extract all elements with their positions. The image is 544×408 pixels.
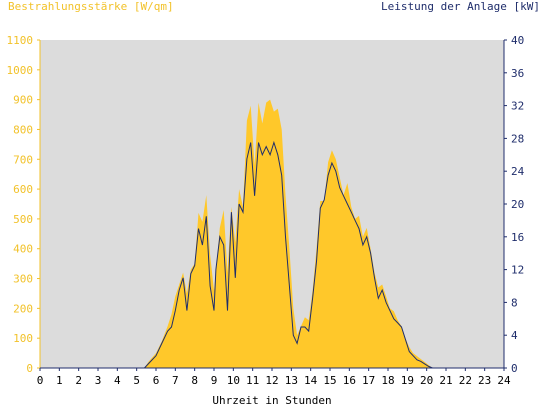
right-tick-label: 16 bbox=[511, 231, 524, 244]
left-tick-label: 800 bbox=[13, 123, 33, 136]
left-tick-label: 500 bbox=[13, 213, 33, 226]
x-tick-label: 10 bbox=[227, 374, 240, 387]
left-tick-label: 600 bbox=[13, 183, 33, 196]
x-axis-title: Uhrzeit in Stunden bbox=[212, 394, 331, 407]
x-tick-label: 5 bbox=[133, 374, 140, 387]
left-tick-label: 900 bbox=[13, 94, 33, 107]
left-tick-label: 200 bbox=[13, 302, 33, 315]
x-tick-label: 1 bbox=[56, 374, 63, 387]
x-tick-label: 13 bbox=[285, 374, 298, 387]
left-tick-label: 300 bbox=[13, 273, 33, 286]
right-tick-label: 40 bbox=[511, 34, 524, 47]
right-tick-label: 36 bbox=[511, 67, 524, 80]
x-tick-label: 23 bbox=[478, 374, 491, 387]
x-tick-label: 6 bbox=[153, 374, 160, 387]
x-tick-label: 18 bbox=[381, 374, 394, 387]
x-tick-label: 17 bbox=[362, 374, 375, 387]
x-tick-label: 24 bbox=[497, 374, 511, 387]
x-tick-label: 11 bbox=[246, 374, 259, 387]
right-tick-label: 12 bbox=[511, 264, 524, 277]
x-tick-label: 12 bbox=[265, 374, 278, 387]
right-tick-label: 32 bbox=[511, 100, 524, 113]
power-line-series bbox=[40, 140, 504, 369]
left-tick-label: 1100 bbox=[7, 34, 34, 47]
right-axis-title: Leistung der Anlage [kW] bbox=[381, 0, 540, 13]
left-tick-label: 0 bbox=[26, 362, 33, 375]
left-tick-label: 400 bbox=[13, 243, 33, 256]
right-tick-label: 4 bbox=[511, 329, 518, 342]
x-tick-label: 19 bbox=[401, 374, 414, 387]
x-tick-label: 0 bbox=[37, 374, 44, 387]
right-tick-label: 8 bbox=[511, 296, 518, 309]
left-axis-title: Bestrahlungsstärke [W/qm] bbox=[8, 0, 174, 13]
left-tick-label: 700 bbox=[13, 153, 33, 166]
x-tick-label: 15 bbox=[323, 374, 336, 387]
x-tick-label: 2 bbox=[75, 374, 82, 387]
x-tick-label: 9 bbox=[211, 374, 218, 387]
x-tick-label: 4 bbox=[114, 374, 121, 387]
x-tick-label: 22 bbox=[459, 374, 472, 387]
right-tick-label: 0 bbox=[511, 362, 518, 375]
x-tick-label: 16 bbox=[343, 374, 356, 387]
x-tick-label: 8 bbox=[191, 374, 198, 387]
left-tick-label: 100 bbox=[13, 332, 33, 345]
right-tick-label: 24 bbox=[511, 165, 525, 178]
irradiance-area-series bbox=[40, 99, 504, 368]
x-tick-label: 21 bbox=[439, 374, 452, 387]
x-tick-label: 3 bbox=[95, 374, 102, 387]
x-tick-label: 20 bbox=[420, 374, 433, 387]
x-tick-label: 14 bbox=[304, 374, 318, 387]
right-tick-label: 28 bbox=[511, 132, 524, 145]
left-tick-label: 1000 bbox=[7, 64, 34, 77]
right-tick-label: 20 bbox=[511, 198, 524, 211]
x-tick-label: 7 bbox=[172, 374, 179, 387]
